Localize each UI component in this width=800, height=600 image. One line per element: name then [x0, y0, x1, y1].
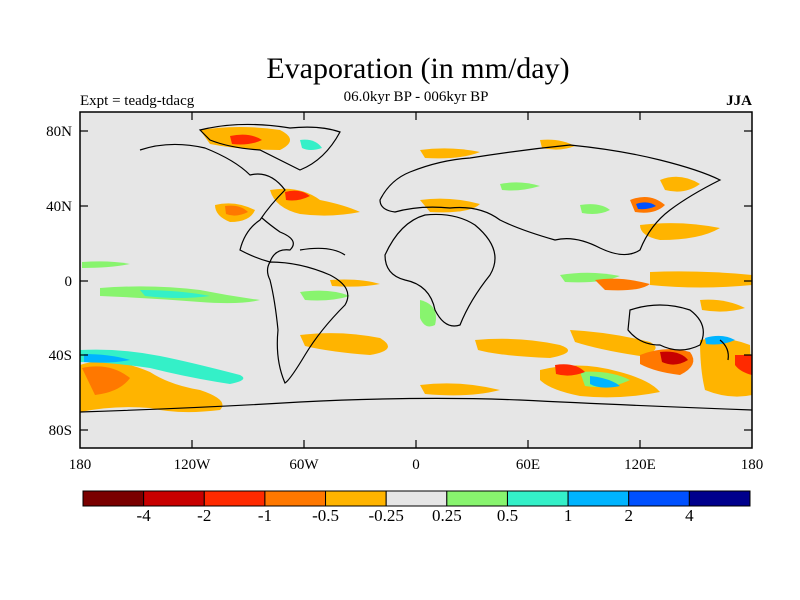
colorbar-label: 0.5: [496, 506, 519, 525]
lat-tick-label: 80N: [46, 124, 72, 140]
chart-title: Evaporation (in mm/day): [266, 52, 570, 85]
colorbar-segment: [203, 490, 266, 507]
colorbar-segment: [143, 490, 205, 507]
colorbar-label: -0.5: [312, 506, 339, 525]
lon-tick-label: 120E: [624, 457, 656, 473]
lat-tick-label: 40S: [49, 348, 72, 364]
lat-axis-labels: 80N 40N 0 40S 80S: [46, 124, 72, 439]
colorbar-label: -1: [257, 506, 272, 525]
lon-tick-label: 0: [412, 457, 420, 473]
lon-tick-label: 60W: [289, 457, 319, 473]
experiment-label: Expt = teadg-tdacg: [80, 93, 195, 109]
colorbar: [82, 490, 751, 507]
colorbar-label: 2: [624, 506, 633, 525]
colorbar-segment: [567, 490, 630, 507]
lon-tick-label: 180: [69, 457, 92, 473]
lon-axis-labels: 180 120W 60W 0 60E 120E 180: [69, 457, 764, 473]
lat-tick-label: 0: [65, 274, 73, 290]
coastlines: [80, 123, 752, 413]
colorbar-label: 1: [563, 506, 573, 525]
colorbar-label: -2: [197, 506, 212, 525]
lon-tick-label: 180: [741, 457, 764, 473]
colorbar-segment: [82, 490, 145, 507]
colorbar-label: 4: [685, 506, 694, 525]
chart-subtitle: 06.0kyr BP - 006kyr BP: [343, 89, 489, 105]
colorbar-segment: [446, 490, 508, 507]
colorbar-segment: [325, 490, 387, 507]
colorbar-label: -4: [136, 506, 151, 525]
colorbar-label: 0.25: [431, 506, 462, 525]
lat-tick-label: 40N: [46, 199, 72, 215]
colorbar-segment: [385, 490, 448, 507]
colorbar-segment: [264, 490, 327, 507]
colorbar-segment: [628, 490, 690, 507]
lon-tick-label: 120W: [174, 457, 212, 473]
lat-tick-label: 80S: [49, 423, 72, 439]
lon-tick-label: 60E: [516, 457, 540, 473]
colorbar-label: -0.25: [368, 506, 404, 525]
axis-ticks: [80, 112, 752, 448]
colorbar-segment: [506, 490, 569, 507]
colorbar-segment: [688, 490, 751, 507]
season-label: JJA: [726, 93, 752, 109]
